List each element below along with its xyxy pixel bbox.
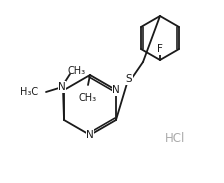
Text: N: N	[86, 130, 94, 139]
Text: HCl: HCl	[165, 132, 185, 145]
Text: CH₃: CH₃	[68, 66, 86, 76]
Text: N: N	[112, 85, 120, 95]
Text: CH₃: CH₃	[79, 93, 97, 103]
Text: S: S	[126, 74, 132, 85]
Text: F: F	[157, 44, 163, 55]
Text: N: N	[58, 82, 66, 92]
Text: H₃C: H₃C	[20, 87, 38, 97]
